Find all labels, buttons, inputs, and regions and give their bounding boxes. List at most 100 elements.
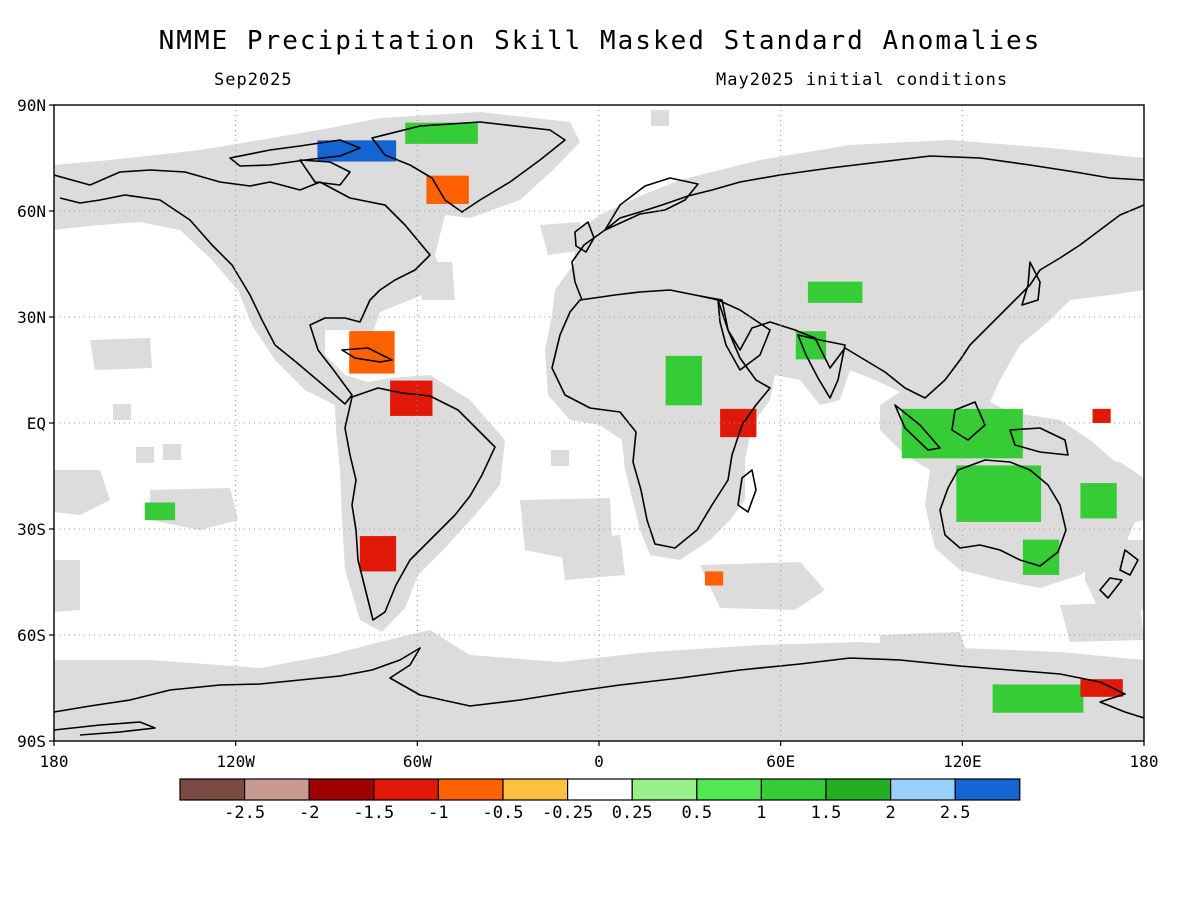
skill-mask-region — [545, 140, 1144, 588]
lon-label: 120E — [943, 752, 982, 771]
colorbar: -2.5 -2 -1.5 -1 -0.5 -0.25 0.25 0.5 1 1.5 2 2.5 — [179, 778, 1021, 823]
skill-mask-region — [880, 632, 965, 650]
skill-mask-region — [1060, 602, 1144, 642]
anomaly-region — [704, 571, 724, 586]
coastline-antarctica — [54, 647, 1144, 719]
colorbar-swatch — [825, 778, 892, 801]
colorbar-label: -0.5 — [483, 803, 524, 823]
coastline-baffin — [299, 159, 351, 186]
skill-mask-patch — [376, 462, 394, 478]
coastline-new-zealand — [1099, 549, 1139, 599]
coastline-australia — [939, 459, 1067, 567]
colorbar-swatch — [502, 778, 569, 801]
lat-label: 90S — [17, 732, 46, 751]
colorbar-swatch — [566, 778, 633, 801]
colorbar-swatch — [889, 778, 956, 801]
skill-mask-patch — [651, 110, 669, 126]
skill-mask-patch — [671, 462, 689, 478]
lon-label: 180 — [40, 752, 69, 771]
lon-label: 120W — [216, 752, 255, 771]
skill-mask-patch — [136, 447, 154, 463]
anomaly-region — [665, 355, 702, 406]
skill-mask-region — [420, 262, 455, 300]
valid-month-label: Sep2025 — [214, 70, 293, 90]
lon-label: 180 — [1130, 752, 1159, 771]
lon-label: 60E — [766, 752, 795, 771]
colorbar-label: 1 — [756, 803, 766, 823]
skill-mask-region — [1085, 540, 1144, 612]
colorbar-swatch — [308, 778, 375, 801]
coastline-borneo — [951, 401, 986, 441]
anomaly-region — [1022, 539, 1060, 575]
colorbar-swatch — [437, 778, 504, 801]
anomaly-region — [359, 536, 397, 572]
lat-label: 60S — [17, 626, 46, 645]
coastline-sumatra — [894, 404, 941, 451]
anomaly-region — [405, 122, 478, 144]
colorbar-swatch — [760, 778, 827, 801]
colorbar-swatch — [179, 778, 246, 801]
colorbar-label: -1 — [428, 803, 448, 823]
lat-label: 30N — [17, 308, 46, 327]
anomaly-region — [1080, 679, 1123, 697]
coastline-greenland — [371, 121, 566, 213]
anomaly-region — [317, 140, 397, 162]
anomaly-region — [1092, 408, 1111, 423]
colorbar-label: -2 — [299, 803, 319, 823]
colorbar-label: 1.5 — [811, 803, 842, 823]
grid-lines — [54, 105, 1144, 741]
coastline-layer — [54, 121, 1144, 736]
coastline-japan — [1021, 261, 1041, 306]
anomaly-region — [1080, 483, 1117, 519]
coastline-north-america — [54, 169, 431, 405]
colorbar-label: -1.5 — [353, 803, 394, 823]
lat-label: 60N — [17, 202, 46, 221]
coastline-scandinavia — [604, 177, 699, 231]
anomaly-region — [956, 465, 1042, 522]
coastline-new-guinea — [1009, 427, 1069, 456]
coastline-cuba — [341, 347, 393, 363]
chart-title: NMME Precipitation Skill Masked Standard… — [158, 26, 1042, 56]
skill-mask-region — [54, 470, 110, 515]
colorbar-swatch — [244, 778, 310, 801]
anomaly-region — [807, 281, 863, 303]
coastline-madagascar — [737, 469, 757, 513]
skill-mask-region — [540, 222, 585, 255]
anomaly-region — [349, 331, 395, 374]
lat-label: 30S — [17, 520, 46, 539]
skill-mask-patch — [163, 444, 181, 460]
skill-mask-region — [700, 562, 825, 610]
coastline-antarctic-bay — [54, 721, 156, 736]
lon-label: 60W — [403, 752, 432, 771]
colorbar-swatch — [954, 778, 1021, 801]
colorbar-swatch — [631, 778, 698, 801]
colorbar-label: 0.25 — [612, 803, 653, 823]
lat-label: EQ — [27, 414, 46, 433]
colorbar-label: 2.5 — [940, 803, 971, 823]
colorbar-swatch — [696, 778, 762, 801]
skill-mask-region — [54, 560, 80, 612]
anomaly-region — [390, 380, 433, 416]
colorbar-label: 0.5 — [681, 803, 712, 823]
skill-mask-region — [560, 535, 625, 580]
anomaly-region — [992, 684, 1084, 713]
skill-mask-patch — [113, 404, 131, 420]
lon-label: 0 — [594, 752, 604, 771]
coastline-arctic-islands — [229, 139, 361, 167]
initial-conditions-label: May2025 initial conditions — [716, 70, 1009, 90]
skill-mask-region — [54, 112, 580, 632]
skill-mask-patch — [551, 450, 569, 466]
coastline-south-america — [344, 387, 496, 621]
coastline-british-isles — [574, 221, 595, 253]
lat-label: 90N — [17, 96, 46, 115]
anomaly-region — [144, 502, 176, 521]
coastline-india — [797, 334, 846, 399]
colorbar-label: -2.5 — [224, 803, 265, 823]
colorbar-swatch — [373, 778, 439, 801]
coastline-eurasia — [571, 155, 1144, 399]
colorbar-label: 2 — [885, 803, 895, 823]
skill-mask-region — [90, 338, 152, 370]
colorbar-label: -0.25 — [542, 803, 593, 823]
